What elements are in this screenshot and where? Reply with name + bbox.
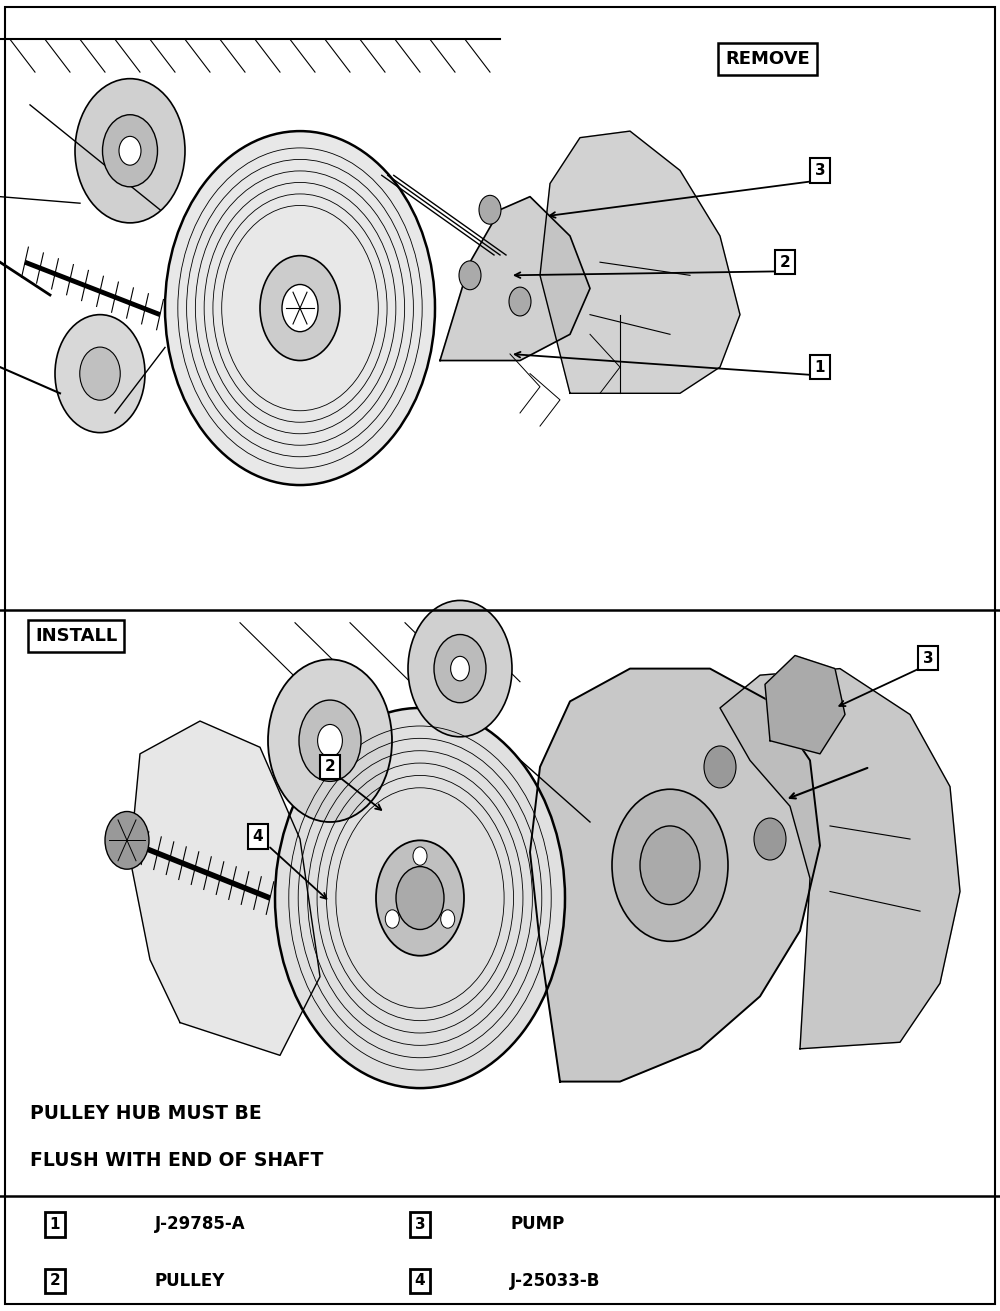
Text: FLUSH WITH END OF SHAFT: FLUSH WITH END OF SHAFT xyxy=(30,1151,323,1169)
Circle shape xyxy=(105,812,149,869)
Circle shape xyxy=(385,910,399,928)
Circle shape xyxy=(275,708,565,1088)
Circle shape xyxy=(55,315,145,433)
Circle shape xyxy=(260,256,340,361)
Circle shape xyxy=(299,700,361,781)
Circle shape xyxy=(376,840,464,956)
Text: 2: 2 xyxy=(780,254,790,270)
Text: 4: 4 xyxy=(253,829,263,844)
Text: 3: 3 xyxy=(415,1217,425,1232)
Text: PULLEY HUB MUST BE: PULLEY HUB MUST BE xyxy=(30,1104,262,1122)
Circle shape xyxy=(640,826,700,905)
Polygon shape xyxy=(130,721,320,1055)
Text: 4: 4 xyxy=(415,1273,425,1289)
Polygon shape xyxy=(540,131,740,393)
Circle shape xyxy=(408,600,512,737)
Polygon shape xyxy=(530,669,820,1082)
Circle shape xyxy=(459,261,481,290)
Circle shape xyxy=(754,818,786,860)
Polygon shape xyxy=(440,197,590,361)
Circle shape xyxy=(103,115,158,187)
Text: 2: 2 xyxy=(50,1273,60,1289)
Text: 2: 2 xyxy=(325,759,335,775)
Circle shape xyxy=(318,725,342,756)
Text: J-29785-A: J-29785-A xyxy=(155,1215,246,1234)
Circle shape xyxy=(612,789,728,941)
Circle shape xyxy=(441,910,455,928)
Polygon shape xyxy=(720,669,960,1049)
Text: 1: 1 xyxy=(50,1217,60,1232)
Text: 3: 3 xyxy=(815,163,825,178)
Circle shape xyxy=(268,659,392,822)
Text: INSTALL: INSTALL xyxy=(35,627,117,645)
Circle shape xyxy=(282,284,318,332)
Circle shape xyxy=(80,347,120,400)
Circle shape xyxy=(479,195,501,224)
Circle shape xyxy=(396,867,444,929)
Text: PULLEY: PULLEY xyxy=(155,1272,225,1290)
Circle shape xyxy=(119,136,141,165)
Text: 1: 1 xyxy=(815,359,825,375)
Circle shape xyxy=(704,746,736,788)
Circle shape xyxy=(509,287,531,316)
Text: 3: 3 xyxy=(923,650,933,666)
Circle shape xyxy=(434,635,486,703)
Text: PUMP: PUMP xyxy=(510,1215,564,1234)
Circle shape xyxy=(75,79,185,223)
Text: REMOVE: REMOVE xyxy=(725,50,810,68)
Text: J-25033-B: J-25033-B xyxy=(510,1272,600,1290)
Circle shape xyxy=(165,131,435,485)
Polygon shape xyxy=(765,656,845,754)
Circle shape xyxy=(413,847,427,865)
Circle shape xyxy=(451,657,469,680)
